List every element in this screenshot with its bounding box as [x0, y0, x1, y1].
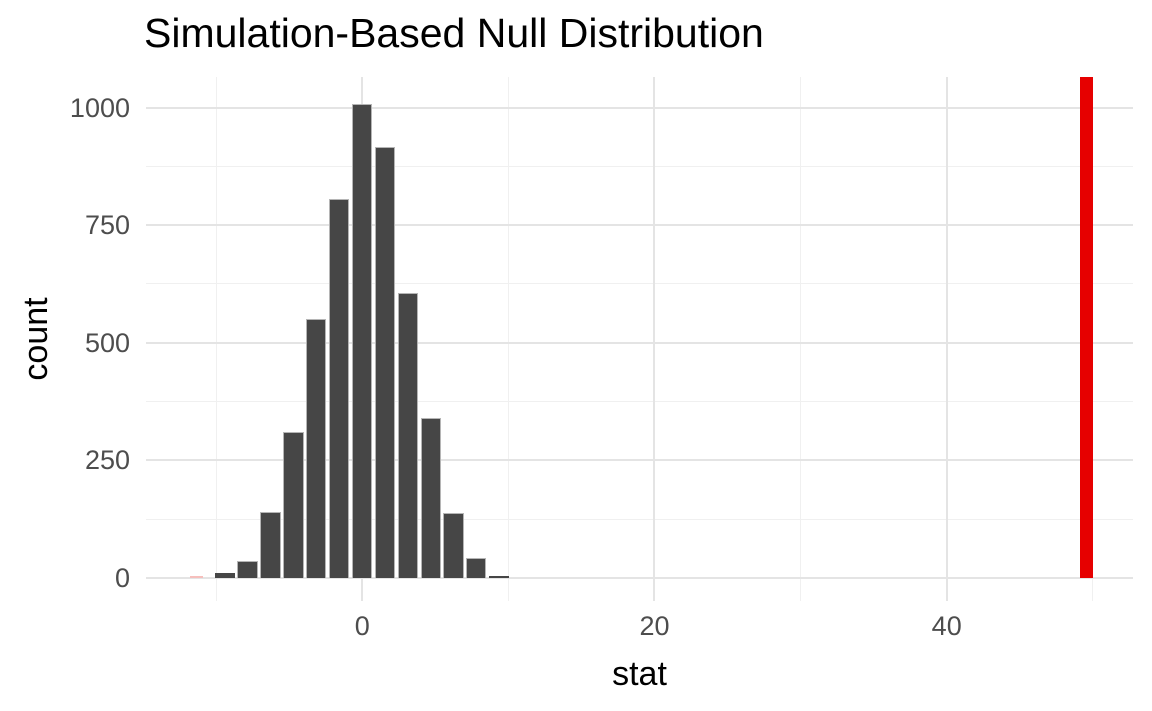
x-tick-label: 20	[639, 611, 670, 641]
histogram-bar	[329, 199, 350, 578]
gridline-major-y	[146, 576, 1133, 579]
x-axis-title: stat	[612, 655, 667, 693]
y-tick-label: 250	[84, 445, 130, 476]
gridline-minor-y	[146, 165, 1133, 167]
histogram-bar	[374, 146, 395, 578]
histogram-bar	[190, 575, 204, 578]
gridline-major-x	[653, 77, 656, 601]
y-axis-title: count	[17, 297, 55, 381]
histogram-bar	[214, 573, 235, 578]
histogram-bar	[420, 418, 441, 578]
gridline-major-x	[945, 77, 948, 601]
histogram-bar	[397, 293, 418, 578]
x-tick-label: 0	[354, 611, 370, 641]
gridline-minor-x	[800, 77, 802, 601]
histogram-bar	[237, 561, 258, 578]
y-tick-label: 750	[84, 210, 130, 241]
plot-panel	[146, 77, 1133, 601]
gridline-minor-y	[146, 283, 1133, 285]
gridline-minor-x	[215, 77, 217, 601]
histogram-bar	[306, 319, 327, 578]
y-tick-label: 0	[114, 562, 130, 593]
gridline-minor-y	[146, 518, 1133, 520]
histogram-bar	[489, 575, 510, 578]
histogram-bar	[260, 512, 281, 578]
gridline-minor-y	[146, 401, 1133, 403]
gridline-major-y	[146, 459, 1133, 462]
histogram-bar	[466, 558, 487, 578]
x-tick-label: 40	[931, 611, 962, 641]
gridline-major-y	[146, 106, 1133, 109]
histogram-bar	[351, 103, 373, 578]
y-tick-label: 500	[84, 327, 130, 358]
observed-stat-line	[1080, 77, 1094, 578]
histogram-bar	[283, 432, 304, 578]
plot-title: Simulation-Based Null Distribution	[144, 10, 764, 56]
gridline-major-y	[146, 341, 1133, 344]
histogram-bar	[443, 512, 464, 578]
y-tick-label: 1000	[69, 92, 130, 123]
gridline-major-y	[146, 224, 1133, 227]
gridline-minor-x	[507, 77, 509, 601]
